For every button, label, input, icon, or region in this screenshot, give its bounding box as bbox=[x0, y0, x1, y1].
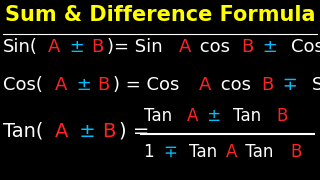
Text: )= Sin: )= Sin bbox=[107, 38, 162, 56]
Text: B: B bbox=[102, 122, 115, 141]
Text: B: B bbox=[97, 76, 110, 94]
Text: ∓: ∓ bbox=[164, 143, 184, 161]
Text: Cos(: Cos( bbox=[3, 76, 43, 94]
Text: ∓: ∓ bbox=[277, 76, 304, 94]
Text: ±: ± bbox=[73, 122, 95, 141]
Text: cos: cos bbox=[195, 38, 230, 56]
Text: ) = Cos: ) = Cos bbox=[113, 76, 180, 94]
Text: A: A bbox=[55, 76, 67, 94]
Text: B: B bbox=[91, 38, 103, 56]
Text: Sum & Difference Formula: Sum & Difference Formula bbox=[5, 5, 315, 25]
Text: Tan: Tan bbox=[189, 143, 217, 161]
Text: Sin(: Sin( bbox=[3, 38, 38, 56]
Text: A: A bbox=[187, 107, 198, 125]
Text: A: A bbox=[55, 122, 69, 141]
Text: cos: cos bbox=[215, 76, 251, 94]
Text: Sin: Sin bbox=[311, 76, 320, 94]
Text: Cos: Cos bbox=[291, 38, 320, 56]
Text: ±: ± bbox=[71, 76, 92, 94]
Text: A: A bbox=[199, 76, 211, 94]
Text: ±: ± bbox=[64, 38, 85, 56]
Text: A: A bbox=[179, 38, 191, 56]
Text: A: A bbox=[226, 143, 237, 161]
Text: Tan: Tan bbox=[240, 143, 279, 161]
Text: Tan: Tan bbox=[144, 107, 177, 125]
Text: ±: ± bbox=[202, 107, 226, 125]
Text: ±: ± bbox=[257, 38, 283, 56]
Text: ) =: ) = bbox=[119, 122, 149, 141]
Text: 1: 1 bbox=[144, 143, 160, 161]
Text: B: B bbox=[261, 76, 274, 94]
Text: Tan: Tan bbox=[233, 107, 267, 125]
Text: B: B bbox=[276, 107, 288, 125]
Text: A: A bbox=[48, 38, 60, 56]
Text: B: B bbox=[290, 143, 301, 161]
Text: Tan(: Tan( bbox=[3, 122, 44, 141]
Text: B: B bbox=[241, 38, 253, 56]
